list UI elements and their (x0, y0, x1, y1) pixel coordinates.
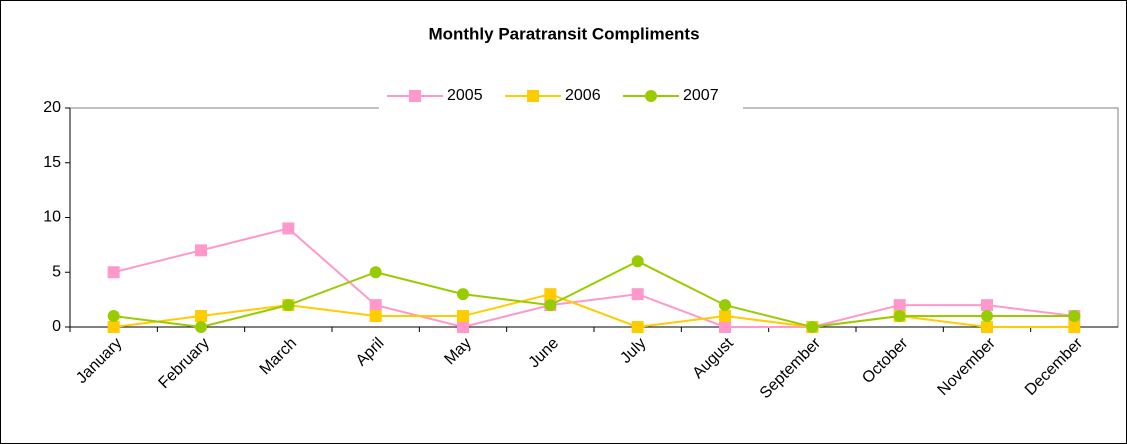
marker (195, 310, 207, 323)
series-line (113, 227, 1075, 329)
chart-title: Monthly Paratransit Compliments (428, 24, 699, 43)
legend: 2005 2006 2007 (379, 82, 743, 110)
marker (631, 255, 644, 268)
marker (1068, 310, 1081, 323)
marker (1068, 321, 1081, 333)
y-tick-label: 20 (43, 99, 61, 116)
series-line (113, 260, 1075, 329)
marker (282, 222, 295, 235)
marker (369, 266, 382, 279)
marker (457, 288, 469, 301)
marker (195, 244, 207, 257)
legend-label: 2007 (683, 87, 719, 104)
y-tick-label: 5 (52, 263, 61, 280)
marker (195, 321, 207, 333)
marker (981, 321, 993, 333)
y-tick-label: 10 (43, 209, 61, 226)
y-tick-label: 0 (52, 318, 61, 335)
marker (631, 288, 644, 301)
marker (893, 299, 906, 312)
marker (107, 266, 120, 279)
marker (457, 321, 469, 333)
legend-marker (527, 90, 539, 102)
legend-marker (409, 90, 421, 102)
marker (631, 321, 644, 333)
legend-label: 2006 (565, 87, 601, 104)
marker (369, 299, 382, 312)
marker (282, 299, 295, 312)
marker (719, 321, 731, 333)
marker (981, 299, 993, 312)
series-line (113, 293, 1075, 329)
marker (107, 321, 120, 333)
marker (544, 299, 557, 312)
marker (457, 310, 469, 323)
marker (369, 310, 382, 323)
legend-marker (645, 90, 657, 102)
marker (719, 299, 731, 312)
marker (719, 310, 731, 323)
y-tick-label: 15 (43, 154, 61, 171)
marker (981, 310, 993, 323)
marker (107, 310, 120, 323)
marker (544, 288, 557, 301)
marker (893, 310, 906, 323)
legend-label: 2005 (447, 87, 483, 104)
marker (806, 321, 819, 333)
